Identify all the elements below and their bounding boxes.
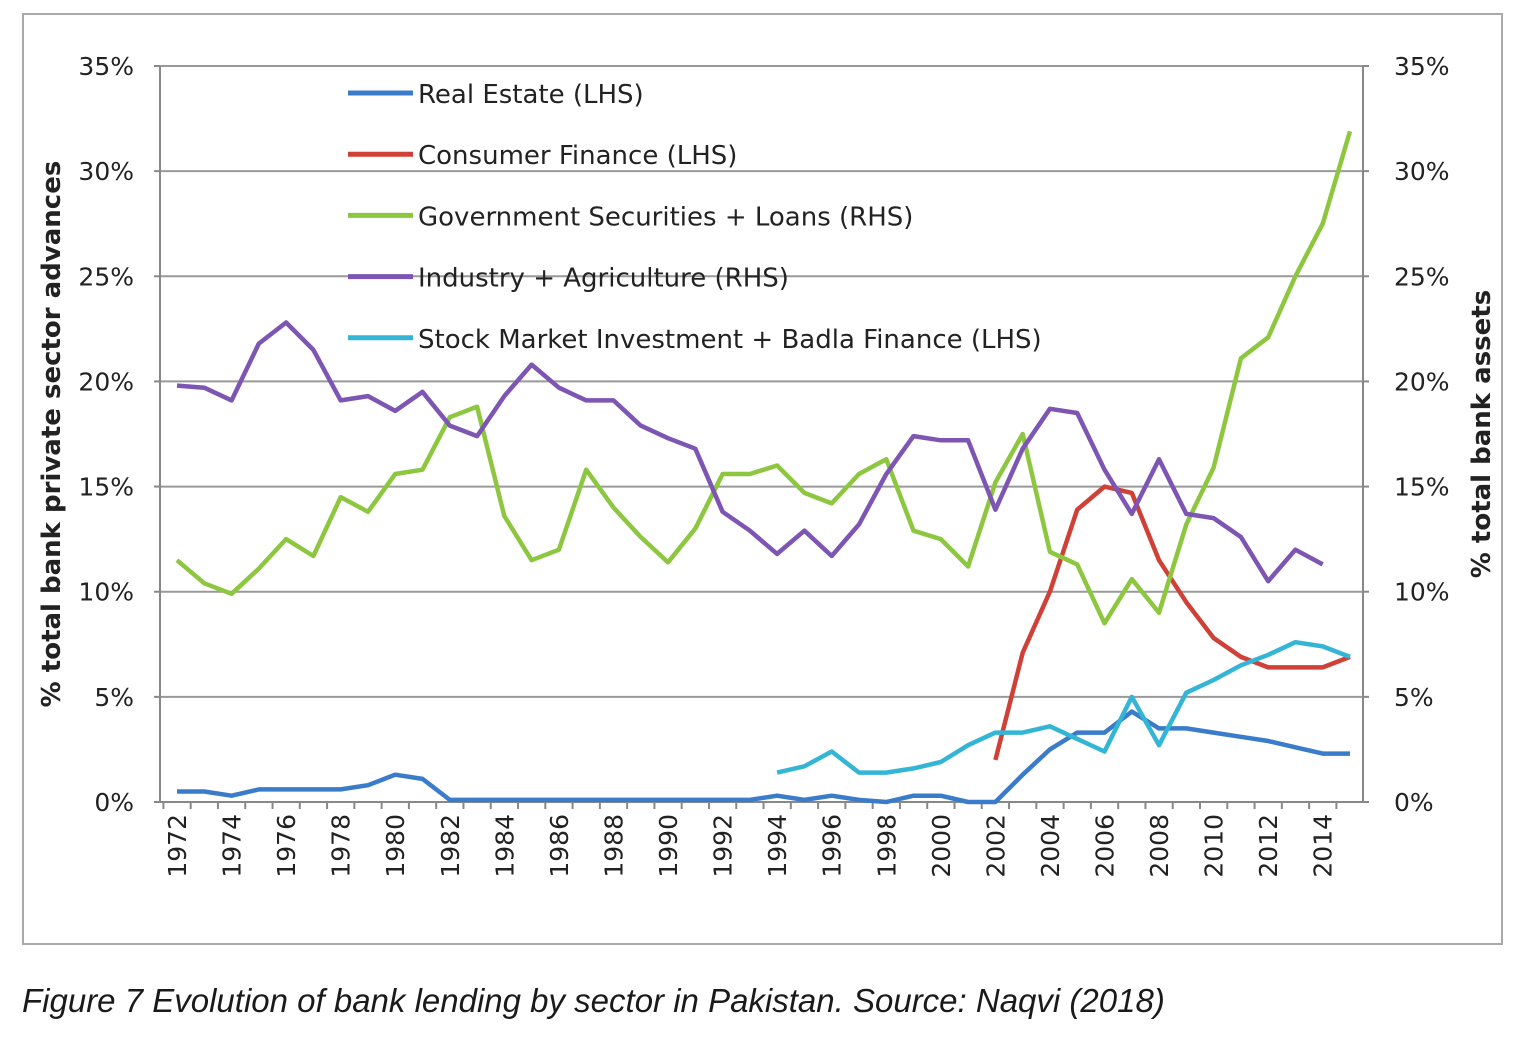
x-tick-label: 2014 — [1309, 814, 1338, 878]
axes: 0% 0% 5% 5% 10% 10% 15% 15% 20% 20% 25% 25% 30% 30% 35… — [78, 52, 1449, 878]
y-tick-label-right: 10% — [1394, 578, 1450, 607]
x-tick-label: 1992 — [709, 814, 738, 878]
x-tick-label: 1984 — [490, 814, 519, 878]
x-tick-label: 1986 — [545, 814, 574, 878]
x-tick-label: 1972 — [163, 814, 192, 878]
series-line-0 — [177, 709, 1350, 805]
x-tick-label: 1988 — [599, 814, 628, 878]
y-tick-label-right: 30% — [1394, 157, 1450, 186]
legend-label: Consumer Finance (LHS) — [418, 141, 737, 171]
series-lines — [175, 130, 1353, 805]
y-tick-label-left: 25% — [78, 262, 134, 291]
x-tick-label: 1982 — [436, 814, 465, 878]
x-tick-label: 1994 — [763, 814, 792, 878]
legend: Real Estate (LHS) Consumer Finance (LHS) G… — [348, 80, 1042, 355]
y-tick-label-right: 0% — [1394, 788, 1434, 817]
figure-caption: Figure 7 Evolution of bank lending by se… — [22, 982, 1165, 1019]
y-tick-label-right: 35% — [1394, 52, 1450, 81]
y-tick-label-left: 35% — [78, 52, 134, 81]
y-tick-label-right: 15% — [1394, 473, 1450, 502]
x-tick-label: 2012 — [1254, 814, 1283, 878]
legend-label: Government Securities + Loans (RHS) — [418, 202, 913, 232]
y-tick-label-right: 5% — [1394, 683, 1434, 712]
x-tick-label: 1990 — [654, 814, 683, 878]
y-tick-label-left: 20% — [78, 367, 134, 396]
x-tick-label: 2000 — [927, 814, 956, 878]
x-tick-label: 1978 — [327, 814, 356, 878]
x-tick-label: 2006 — [1090, 814, 1119, 878]
legend-label: Stock Market Investment + Badla Finance … — [418, 325, 1042, 355]
y-axis-label-left: % total bank private sector advances — [37, 161, 67, 708]
x-tick-label: 2004 — [1036, 814, 1065, 878]
series-line-1 — [993, 484, 1351, 761]
x-tick-label: 1976 — [272, 814, 301, 878]
series-line-4 — [776, 639, 1351, 775]
legend-label: Real Estate (LHS) — [418, 80, 644, 110]
x-tick-label: 1998 — [872, 814, 901, 878]
y-tick-label-left: 5% — [94, 683, 134, 712]
x-tick-label: 2002 — [981, 814, 1010, 878]
y-tick-label-right: 20% — [1394, 367, 1450, 396]
y-tick-label-left: 10% — [78, 578, 134, 607]
x-tick-label: 1974 — [218, 814, 247, 878]
y-tick-label-left: 15% — [78, 473, 134, 502]
x-tick-label: 2010 — [1200, 814, 1229, 878]
y-tick-label-left: 0% — [94, 788, 134, 817]
x-tick-label: 1980 — [381, 814, 410, 878]
series-line-2 — [175, 130, 1353, 626]
y-tick-label-left: 30% — [78, 157, 134, 186]
y-axis-label-right: % total bank assets — [1467, 290, 1497, 578]
y-tick-label-right: 25% — [1394, 262, 1450, 291]
x-tick-label: 1996 — [818, 814, 847, 878]
legend-label: Industry + Agriculture (RHS) — [418, 264, 789, 294]
x-tick-label: 2008 — [1145, 814, 1174, 878]
